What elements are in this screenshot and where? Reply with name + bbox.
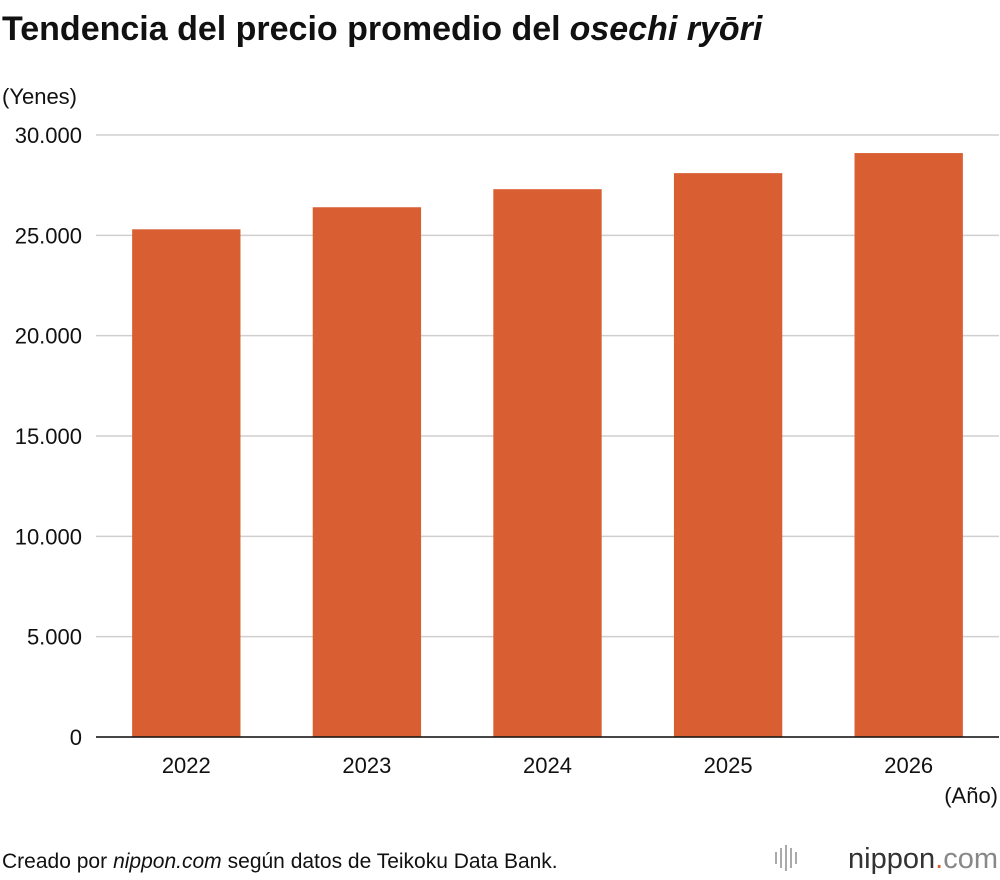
bar <box>132 229 241 737</box>
y-tick-label: 10.000 <box>15 524 82 549</box>
logo-icon <box>775 845 797 871</box>
logo-name: nippon <box>848 843 935 875</box>
y-tick-label: 20.000 <box>15 324 82 349</box>
chart-title-main: Tendencia del precio promedio del <box>2 10 561 48</box>
x-tick-label: 2024 <box>523 753 572 778</box>
y-tick-label: 0 <box>70 725 82 750</box>
logo: nippon.com <box>848 843 998 875</box>
source-note: Creado por nippon.com según datos de Teiko… <box>2 850 558 873</box>
chart-title-italic: osechi ryōri <box>570 10 764 48</box>
bar <box>673 173 783 738</box>
source-site: nippon.com <box>113 850 222 873</box>
source-suffix: según datos de Teikoku Data Bank. <box>228 850 558 873</box>
y-axis-label: (Yenes) <box>2 84 77 109</box>
x-tick-label: 2025 <box>704 753 753 778</box>
x-tick-label: 2023 <box>342 753 391 778</box>
chart-title: Tendencia del precio promedio del osechi … <box>2 10 764 48</box>
x-axis-label: (Año) <box>944 783 998 808</box>
bar <box>312 207 422 738</box>
y-tick-label: 5.000 <box>27 625 82 650</box>
x-tick-label: 2022 <box>162 753 211 778</box>
y-tick-label: 25.000 <box>15 223 82 248</box>
bar <box>493 189 602 737</box>
logo-dot: . <box>935 843 943 875</box>
y-tick-label: 15.000 <box>15 424 82 449</box>
source-prefix: Creado por <box>2 850 107 873</box>
bar <box>854 153 963 737</box>
logo-tld: com <box>943 843 998 875</box>
x-tick-label: 2026 <box>884 753 933 778</box>
y-tick-label: 30.000 <box>15 123 82 148</box>
